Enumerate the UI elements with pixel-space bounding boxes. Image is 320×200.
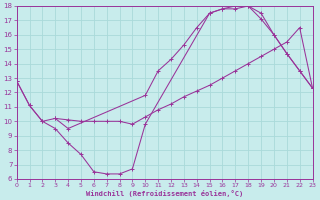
X-axis label: Windchill (Refroidissement éolien,°C): Windchill (Refroidissement éolien,°C) (86, 190, 243, 197)
